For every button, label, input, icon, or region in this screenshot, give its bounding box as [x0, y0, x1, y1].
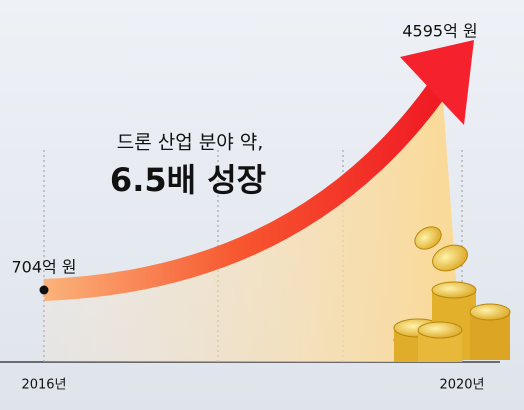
plot-area: 704억 원: [0, 40, 500, 363]
coins: [393, 226, 511, 362]
point: [39, 285, 49, 295]
value-label: 4595억 원: [402, 22, 477, 41]
x-tick-label: 2016년: [21, 378, 66, 393]
area: [44, 85, 462, 362]
arrow-body: [43, 83, 446, 301]
x-tick-label: 2020년: [439, 378, 484, 393]
arrow-head: [400, 40, 474, 125]
chart-title: 드론 산업 분야 약,: [117, 132, 264, 154]
chart-subtitle: 6.5배 성장: [110, 161, 266, 199]
value-label: 704억 원: [11, 258, 76, 277]
